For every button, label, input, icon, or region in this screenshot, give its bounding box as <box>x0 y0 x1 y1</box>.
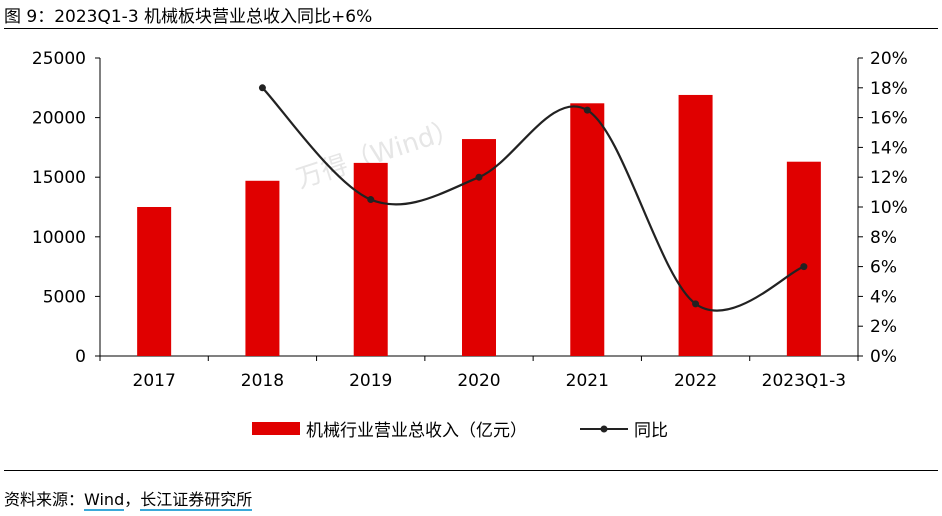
x-tick-label: 2019 <box>349 371 392 391</box>
y-left-tick-label: 20000 <box>32 109 86 129</box>
y-left-tick-label: 0 <box>75 347 86 367</box>
bottom-rule <box>4 470 938 471</box>
source-wind: Wind <box>84 490 125 511</box>
figure-title: 图 9：2023Q1-3 机械板块营业总收入同比+6% <box>4 7 373 27</box>
yoy-point-2020 <box>475 173 483 181</box>
y-right-tick-label: 16% <box>870 109 908 129</box>
bar-2022 <box>678 94 713 357</box>
x-tick-label: 2017 <box>133 371 176 391</box>
legend: 机械行业营业总收入（亿元） 同比 <box>252 421 668 441</box>
bar-2018 <box>245 180 280 356</box>
yoy-point-2019 <box>367 196 375 204</box>
y-right-tick-label: 20% <box>870 49 908 69</box>
bar-2023Q1-3 <box>786 161 821 356</box>
y-right-tick-label: 10% <box>870 198 908 218</box>
x-tick-label: 2023Q1-3 <box>762 371 846 391</box>
y-right-tick-label: 18% <box>870 79 908 99</box>
axes: 0 5000 10000 15000 20000 25000 0% 2% 4% 6% 8% 10% 12… <box>32 49 908 391</box>
bar-2017 <box>137 207 172 356</box>
y-right-tick-label: 0% <box>870 347 897 367</box>
legend-bar-label: 机械行业营业总收入（亿元） <box>306 421 527 441</box>
yoy-point-2022 <box>692 300 700 308</box>
x-tick-label: 2022 <box>674 371 717 391</box>
legend-line-marker <box>600 425 608 433</box>
chart: 万得（Wind） 05000100001500020000250000%2%4%… <box>32 49 908 441</box>
x-tick-label: 2020 <box>457 371 500 391</box>
y-left-tick-label: 15000 <box>32 168 86 188</box>
y-left-tick-label: 10000 <box>32 228 86 248</box>
legend-line-label: 同比 <box>634 421 668 441</box>
bar-series <box>137 94 821 357</box>
source-prefix: 资料来源： <box>4 490 85 509</box>
yoy-point-2018 <box>258 84 266 92</box>
bar-2019 <box>353 162 388 356</box>
y-left-tick-label: 5000 <box>43 287 86 307</box>
y-right-tick-label: 8% <box>870 228 897 248</box>
bar-2021 <box>570 103 605 357</box>
yoy-point-2023Q1-3 <box>800 263 808 271</box>
y-right-tick-label: 12% <box>870 168 908 188</box>
y-left-tick-label: 25000 <box>32 49 86 69</box>
x-tick-label: 2021 <box>566 371 609 391</box>
y-right-tick-label: 2% <box>870 317 897 337</box>
y-right-tick-label: 6% <box>870 258 897 278</box>
y-right-tick-label: 4% <box>870 287 897 307</box>
legend-bar-swatch <box>252 422 300 435</box>
y-right-tick-label: 14% <box>870 138 908 158</box>
line-series <box>258 84 808 312</box>
yoy-line-path <box>261 87 805 312</box>
source-org: 长江证券研究所 <box>140 490 253 511</box>
yoy-point-2021 <box>583 106 591 114</box>
source-sep: ， <box>124 490 141 509</box>
source-note: 资料来源：Wind，长江证券研究所 <box>4 486 253 511</box>
x-tick-label: 2018 <box>241 371 284 391</box>
top-rule <box>4 28 938 29</box>
